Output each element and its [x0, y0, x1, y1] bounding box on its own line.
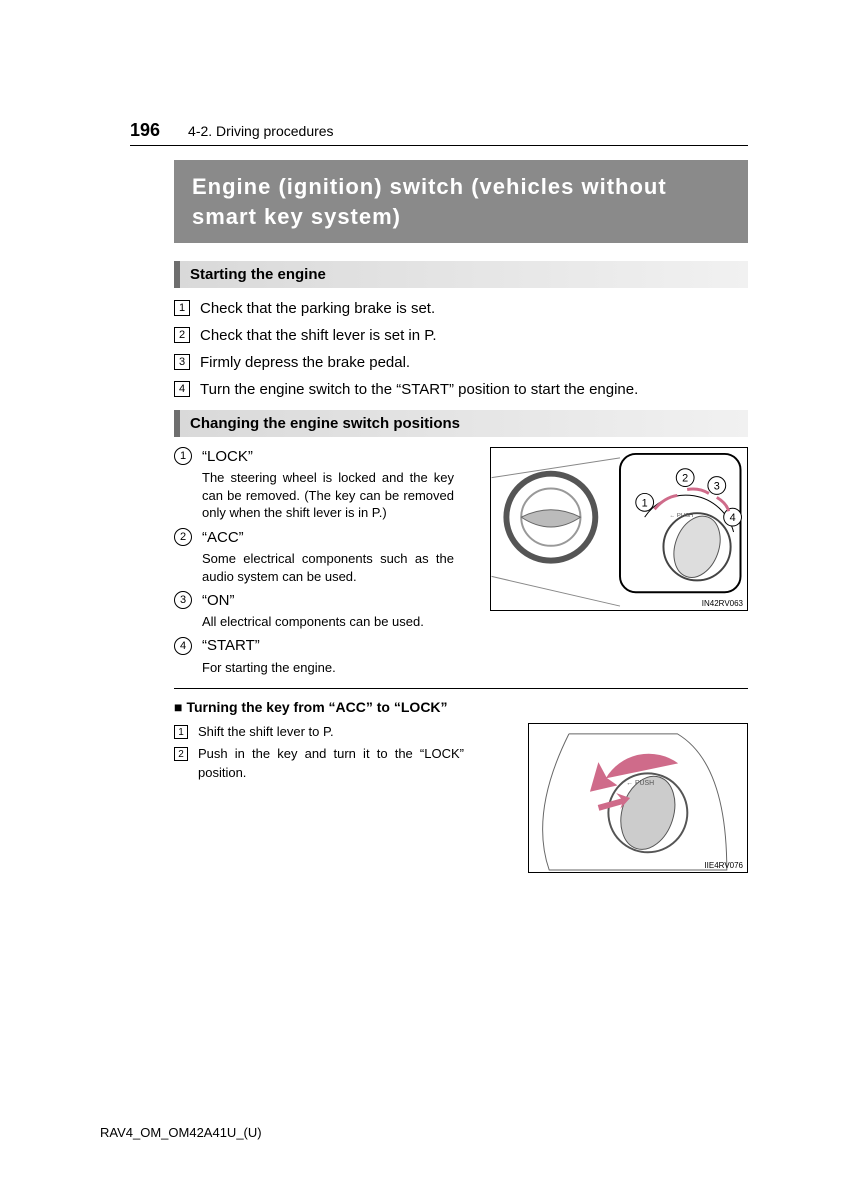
square-bullet-icon: ■ [174, 699, 182, 715]
figure-code: IN42RV063 [702, 599, 743, 608]
turning-block: 1 Shift the shift lever to P. 2 Push in … [174, 723, 748, 782]
turning-heading: Turning the key from “ACC” to “LOCK” [186, 699, 447, 715]
position-item: 3 “ON” All electrical components can be … [174, 591, 454, 631]
step-text: Turn the engine switch to the “START” po… [200, 379, 638, 400]
step-row: 1 Shift the shift lever to P. [174, 723, 464, 741]
starting-steps: 1 Check that the parking brake is set. 2… [174, 298, 748, 400]
svg-text:← PUSH: ← PUSH [626, 780, 654, 787]
key-turn-figure: ← PUSH IIE4RV076 [528, 723, 748, 873]
position-label: “ACC” [202, 529, 244, 546]
position-label: “START” [202, 637, 260, 654]
step-marker-icon: 1 [174, 300, 190, 316]
circle-number-icon: 1 [174, 447, 192, 465]
step-row: 2 Check that the shift lever is set in P… [174, 325, 748, 346]
position-desc: All electrical components can be used. [202, 613, 454, 631]
circle-number-icon: 2 [174, 528, 192, 546]
subheading-starting: Starting the engine [174, 261, 748, 288]
ignition-figure: 1 2 3 4 ← PUSH IN42RV063 [490, 447, 748, 611]
step-row: 1 Check that the parking brake is set. [174, 298, 748, 319]
step-text: Check that the parking brake is set. [200, 298, 435, 319]
step-row: 4 Turn the engine switch to the “START” … [174, 379, 748, 400]
step-marker-icon: 1 [174, 725, 188, 739]
subheading-positions: Changing the engine switch positions [174, 410, 748, 437]
page-header: 196 4-2. Driving procedures [130, 120, 748, 146]
circle-number-icon: 3 [174, 591, 192, 609]
position-item: 4 “START” For starting the engine. [174, 637, 454, 677]
svg-text:2: 2 [682, 473, 688, 485]
section-path: 4-2. Driving procedures [188, 123, 334, 139]
svg-text:← PUSH: ← PUSH [669, 514, 693, 520]
step-text: Check that the shift lever is set in P. [200, 325, 437, 346]
svg-text:4: 4 [730, 512, 736, 524]
position-desc: Some electrical components such as the a… [202, 550, 454, 585]
position-label: “LOCK” [202, 448, 253, 465]
step-marker-icon: 3 [174, 354, 190, 370]
position-item: 2 “ACC” Some electrical components such … [174, 528, 454, 585]
step-row: 2 Push in the key and turn it to the “LO… [174, 745, 464, 781]
circle-number-icon: 4 [174, 637, 192, 655]
step-marker-icon: 2 [174, 327, 190, 343]
subheading-turning: ■Turning the key from “ACC” to “LOCK” [174, 699, 748, 715]
step-marker-icon: 2 [174, 747, 188, 761]
position-desc: The steering wheel is locked and the key… [202, 469, 454, 522]
positions-block: 1 “LOCK” The steering wheel is locked an… [174, 447, 748, 676]
position-desc: For starting the engine. [202, 659, 454, 677]
step-text: Push in the key and turn it to the “LOCK… [198, 745, 464, 781]
page-number: 196 [130, 120, 160, 141]
step-marker-icon: 4 [174, 381, 190, 397]
step-row: 3 Firmly depress the brake pedal. [174, 352, 748, 373]
position-label: “ON” [202, 592, 235, 609]
svg-text:3: 3 [714, 481, 720, 493]
page-title: Engine (ignition) switch (vehicles witho… [174, 160, 748, 243]
svg-text:1: 1 [642, 498, 648, 510]
figure-code: IIE4RV076 [704, 861, 743, 870]
divider [174, 688, 748, 689]
footer-doc-code: RAV4_OM_OM42A41U_(U) [100, 1125, 262, 1140]
position-item: 1 “LOCK” The steering wheel is locked an… [174, 447, 454, 522]
step-text: Firmly depress the brake pedal. [200, 352, 410, 373]
step-text: Shift the shift lever to P. [198, 723, 334, 741]
